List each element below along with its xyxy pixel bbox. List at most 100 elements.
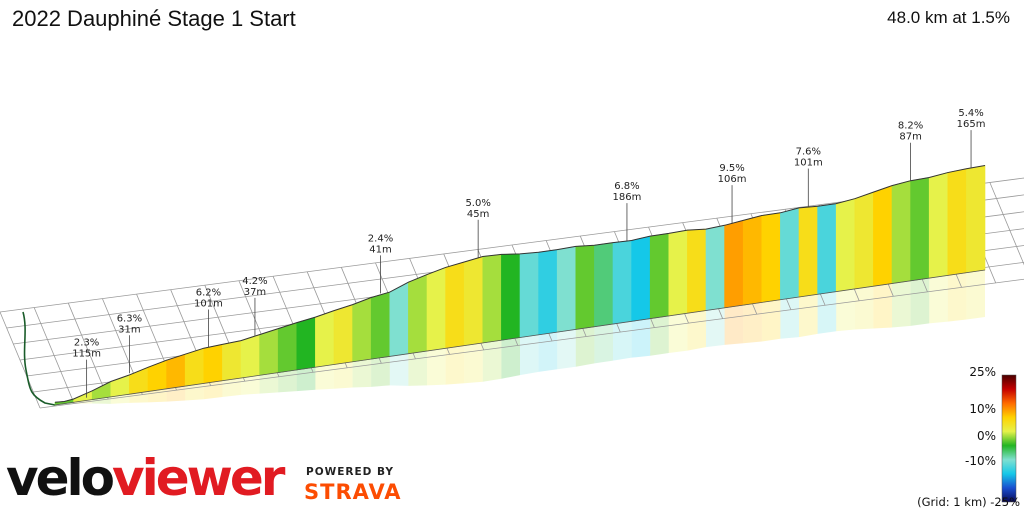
profile-segment [482,254,502,344]
profile-reflection [55,270,985,407]
veloviewer-logo[interactable]: veloviewer [6,448,285,508]
climb-annotation: 4.2%37m [242,276,268,336]
annotation-gradient: 5.0% [465,198,490,209]
profile-segment [277,322,298,373]
profile-segment [222,340,242,382]
annotation-length: 31m [118,324,140,335]
profile-segment [594,242,614,328]
profile-segment [370,291,391,360]
annotation-gradient: 6.2% [196,288,221,299]
annotation-gradient: 5.4% [958,108,983,119]
strava-logo[interactable]: STRAVA [304,480,402,504]
reflection-segment [92,396,111,404]
profile-wall [54,165,986,406]
profile-segment [612,240,632,325]
profile-base-line [54,269,986,406]
annotation-gradient: 4.2% [242,276,267,287]
profile-segment [928,172,949,279]
annotation-gradient: 7.6% [796,147,821,158]
profile-segment [556,245,577,333]
profile-segment [761,212,781,303]
reflection-segment [315,364,334,390]
profile-segment [296,316,316,371]
reflection-segment [613,321,632,361]
reflection-segment [557,329,576,370]
annotation-length: 106m [718,174,747,185]
profile-segment [705,224,725,311]
reflection-segment [520,334,539,376]
grid-line [39,278,1024,409]
profile-segment [817,203,837,295]
climb-annotation: 6.3%31m [117,313,142,374]
reflection-segment [966,270,985,320]
reflection-segment [222,378,241,398]
annotation-length: 101m [794,158,823,169]
annotation-length: 101m [194,299,223,310]
climb-annotation: 9.5%106m [718,163,747,224]
profile-segment [519,251,539,338]
profile-segment [333,304,353,365]
reflection-segment [724,305,744,345]
reflection-segment [352,359,372,388]
reflection-segment [445,345,465,385]
profile-segment [259,328,279,376]
reflection-segment [929,275,948,324]
gradient-legend: 25% 10% 0% -10% [965,365,1017,503]
profile-segment [240,334,260,379]
profile-segment [854,191,874,290]
profile-segment [315,310,335,368]
logo-text-velo: velo [6,449,115,507]
profile-segment [910,177,930,282]
legend-tick-label: 25% [969,365,996,379]
reflection-segment [817,291,837,334]
reflection-segment [668,313,688,354]
profile-segment [873,185,893,287]
reflection-segment [389,353,409,386]
profile-outline [54,165,986,403]
reflection-segment [464,342,483,384]
profile-segment [184,347,205,387]
legend-tick-label: -10% [965,454,996,468]
annotation-gradient: 2.3% [74,338,99,349]
climb-annotation: 2.3%115m [72,338,101,398]
reflection-segment [482,340,502,382]
reflection-segment [259,372,279,394]
reflection-segment [910,278,930,326]
profile-segment [947,168,967,276]
annotation-gradient: 2.4% [368,233,393,244]
profile-segment [687,228,707,314]
profile-segment [724,220,744,309]
profile-segment [631,235,651,322]
annotation-length: 41m [369,244,391,255]
annotation-length: 186m [613,192,642,203]
reflection-segment [873,283,892,329]
climb-annotation: 8.2%87m [898,121,923,181]
reflection-segment [892,280,911,328]
annotation-gradient: 6.3% [117,313,142,324]
climb-annotation: 5.4%165m [957,108,985,169]
profile-segment [742,215,763,306]
reflection-segment [185,383,204,401]
annotation-gradient: 9.5% [719,163,744,174]
reflection-segment [761,299,781,342]
profile-segment [966,165,986,274]
profile-segment [408,274,428,355]
reflection-segment [575,326,595,367]
reflection-segment [408,351,427,386]
climb-annotation: 5.0%45m [465,198,491,258]
annotation-gradient: 8.2% [898,121,923,132]
page-title: 2022 Dauphiné Stage 1 Start [12,6,296,31]
legend-tick-label: 0% [977,429,996,443]
climb-annotation: 2.4%41m [368,233,393,294]
reflection-segment [836,288,855,332]
profile-segment [668,229,688,317]
profile-segment [798,205,818,298]
reflection-segment [780,297,799,339]
reflection-segment [706,307,725,348]
profile-segment [649,233,670,319]
profile-segment [389,281,409,357]
profile-segment [445,261,465,349]
reflection-segment [594,324,613,364]
logo-text-viewer: viewer [112,449,285,507]
